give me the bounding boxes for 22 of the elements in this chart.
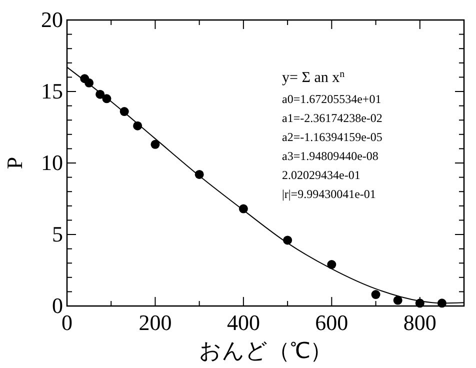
y-tick-label: 0 (52, 293, 63, 318)
point (327, 260, 336, 270)
x-axis-title: おんど（℃） (199, 338, 332, 363)
annotation: a0=1.67205534e+01 (282, 92, 382, 106)
point (150, 140, 160, 149)
x-tick-label: 200 (138, 310, 172, 335)
annotation: y= Σ an x$^{n}$ (282, 68, 345, 86)
y-tick-label: 20 (41, 7, 63, 32)
annotation: |r|=9.99430041e-01 (282, 187, 376, 201)
y-tick-label: 10 (41, 150, 63, 175)
annotation: a2=-1.16394159e-05 (282, 130, 382, 144)
x-tick-label: 600 (315, 310, 348, 335)
annotation: 2.02029434e-01 (282, 168, 360, 182)
y-axis-title: P (2, 156, 27, 170)
annotation: a3=1.94809440e-08 (282, 149, 378, 163)
y-tick-label: 5 (52, 222, 63, 246)
x-tick-label: 800 (403, 310, 436, 335)
annotation: a1=-2.36174238e-02 (282, 111, 382, 125)
point (393, 296, 402, 305)
y-tick-label: 15 (41, 78, 63, 104)
point (371, 290, 380, 300)
x-tick-label: 400 (226, 310, 260, 335)
